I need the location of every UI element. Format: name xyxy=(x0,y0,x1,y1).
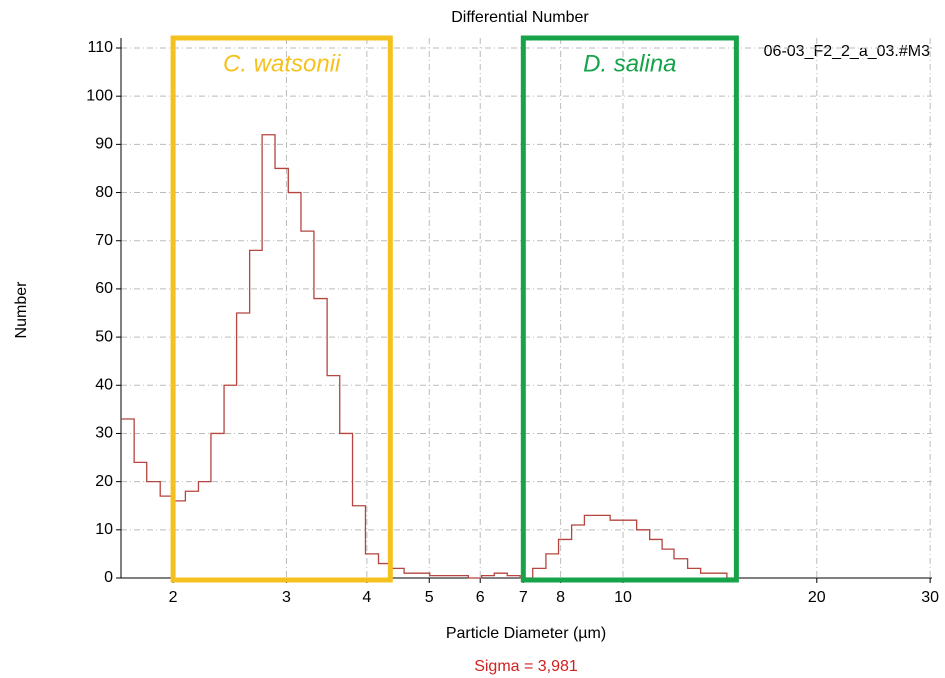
y-tick-label: 80 xyxy=(95,184,113,201)
y-tick-label: 60 xyxy=(95,280,113,297)
region-box xyxy=(520,35,739,583)
region-label: C. watsonii xyxy=(223,50,341,77)
footnote: Sigma = 3,981 xyxy=(474,658,578,675)
y-tick-label: 70 xyxy=(95,232,113,249)
y-tick-label: 100 xyxy=(86,87,113,104)
region-label: D. salina xyxy=(583,50,676,77)
y-tick-label: 40 xyxy=(95,376,113,393)
y-tick-label: 90 xyxy=(95,136,113,153)
x-tick-label: 8 xyxy=(556,589,565,606)
y-tick-label: 110 xyxy=(87,39,113,56)
x-axis-label: Particle Diameter (µm) xyxy=(446,625,606,642)
y-tick-label: 10 xyxy=(95,521,113,538)
x-tick-label: 2 xyxy=(169,589,178,606)
x-tick-label: 6 xyxy=(476,589,485,606)
x-tick-label: 3 xyxy=(282,589,291,606)
x-tick-label: 5 xyxy=(425,589,434,606)
y-tick-label: 30 xyxy=(95,425,113,442)
x-tick-label: 4 xyxy=(362,589,371,606)
y-tick-label: 50 xyxy=(95,328,113,345)
x-tick-label: 20 xyxy=(808,589,826,606)
x-tick-label: 10 xyxy=(614,589,632,606)
x-tick-label: 30 xyxy=(921,589,939,606)
data-line xyxy=(121,134,739,579)
sample-label: 06-03_F2_2_a_03.#M3 xyxy=(764,43,930,60)
chart-title: Differential Number xyxy=(451,9,589,26)
x-tick-label: 7 xyxy=(519,589,528,606)
y-tick-label: 0 xyxy=(104,569,113,586)
y-tick-label: 20 xyxy=(95,473,113,490)
y-axis-label: Number xyxy=(13,281,30,339)
region-box xyxy=(170,35,393,583)
